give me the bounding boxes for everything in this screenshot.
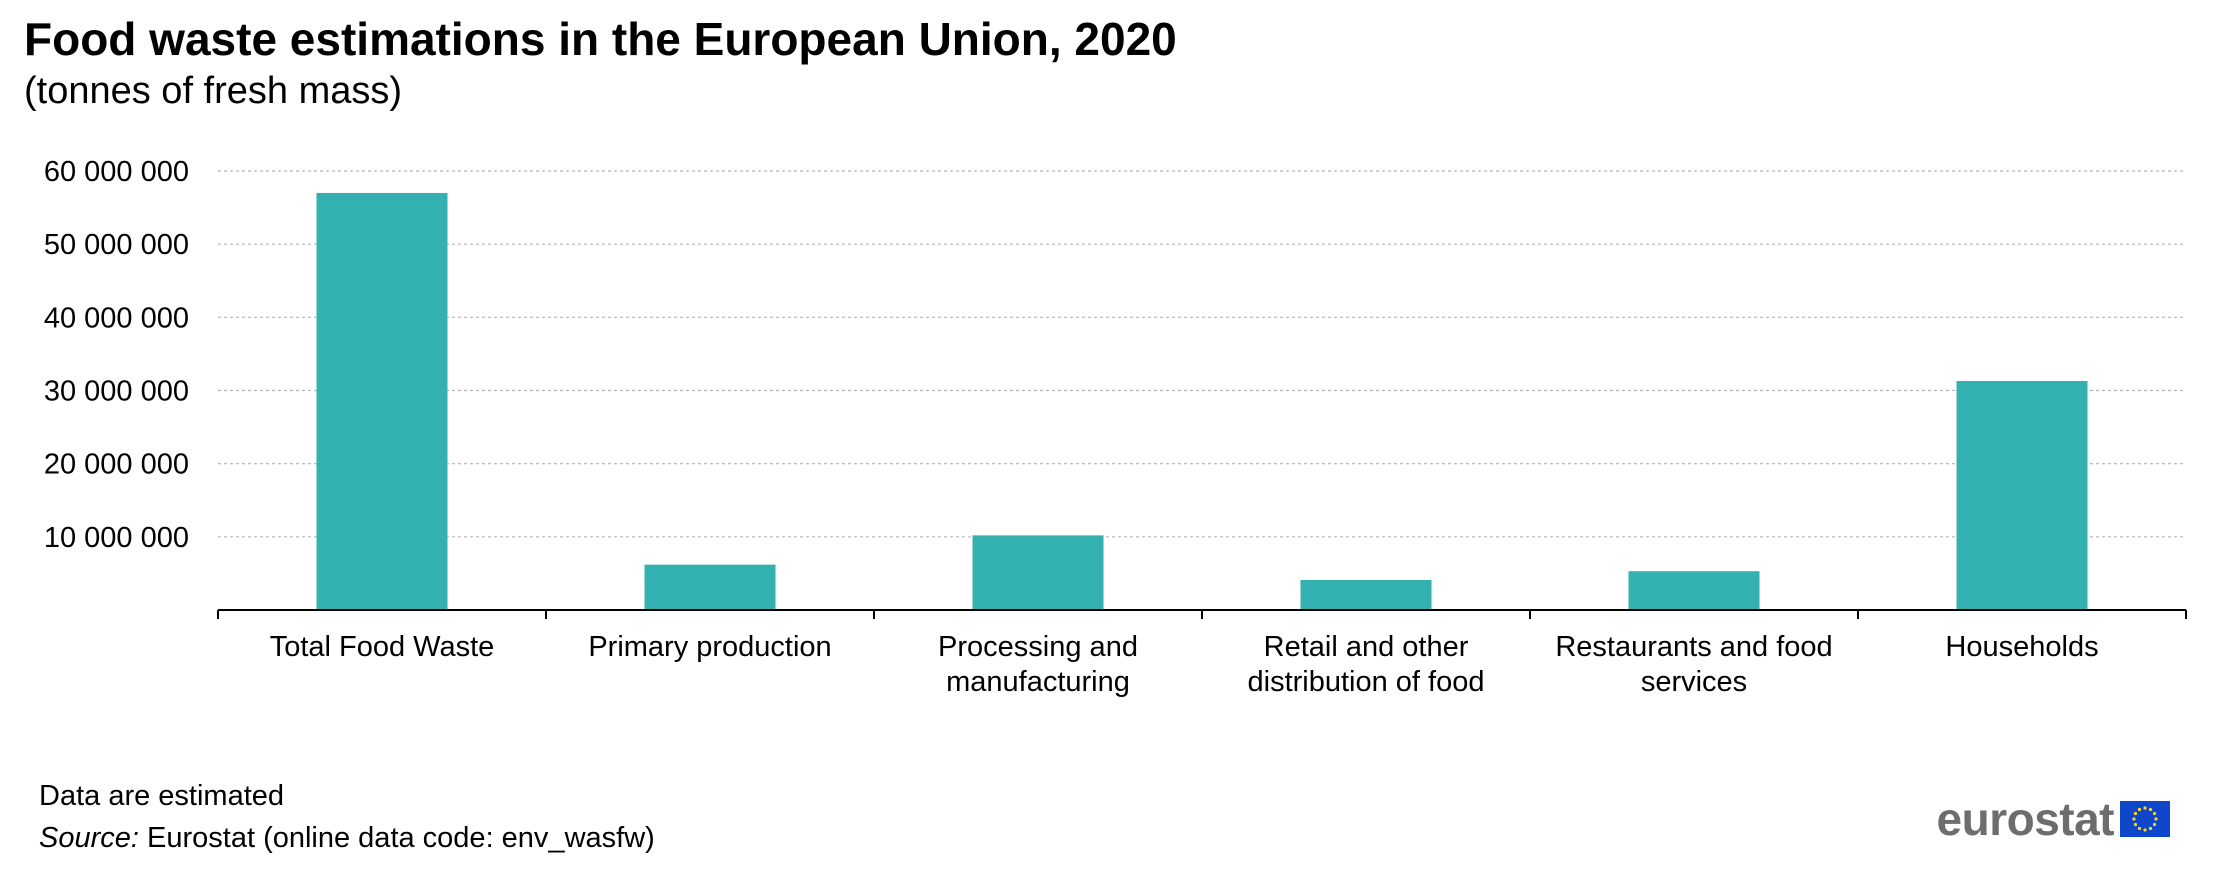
eu-flag-icon xyxy=(2120,801,2170,837)
flag-star xyxy=(2148,807,2153,812)
y-tick-label: 50 000 000 xyxy=(44,229,189,261)
source-line: Source: Eurostat (online data code: env_… xyxy=(39,822,655,855)
y-tick-label: 30 000 000 xyxy=(44,376,189,408)
footnote: Data are estimated xyxy=(39,780,285,812)
logo-wordmark: eurostat xyxy=(1936,793,2115,845)
source-text: Eurostat (online data code: env_wasfw) xyxy=(138,822,655,854)
bar xyxy=(1300,580,1432,610)
chart-title: Food waste estimations in the European U… xyxy=(24,13,1177,65)
y-tick-label: 20 000 000 xyxy=(44,449,189,481)
x-category-label: Total Food Waste xyxy=(270,631,495,663)
flag-star xyxy=(2133,811,2138,816)
bar xyxy=(644,564,776,610)
chart-subtitle: (tonnes of fresh mass) xyxy=(24,70,403,112)
flag-star xyxy=(2143,806,2147,810)
y-tick-label: 10 000 000 xyxy=(44,522,189,554)
flag-star xyxy=(2152,822,2157,827)
x-category-label: Retail and other distribution of food xyxy=(1248,631,1485,698)
bar xyxy=(972,535,1104,610)
bar xyxy=(316,192,448,610)
source-label: Source: xyxy=(39,822,139,854)
flag-star xyxy=(2143,828,2147,832)
flag-star xyxy=(2133,822,2138,827)
flag-star xyxy=(2154,817,2158,821)
flag-star xyxy=(2148,826,2153,831)
flag-star xyxy=(2132,817,2136,821)
x-category-label: Processing and manufacturing xyxy=(938,631,1138,698)
x-category-label: Restaurants and food services xyxy=(1555,631,1832,698)
flag-star xyxy=(2137,807,2142,812)
flag-star xyxy=(2137,826,2142,831)
flag-star xyxy=(2152,811,2157,816)
x-category-label: Households xyxy=(1945,631,2098,663)
bar xyxy=(1956,380,2088,610)
y-tick-label: 40 000 000 xyxy=(44,302,189,334)
x-category-label: Primary production xyxy=(588,631,831,663)
eurostat-logo: eurostat xyxy=(1937,796,2170,842)
bar xyxy=(1628,571,1760,610)
y-tick-label: 60 000 000 xyxy=(44,156,189,188)
